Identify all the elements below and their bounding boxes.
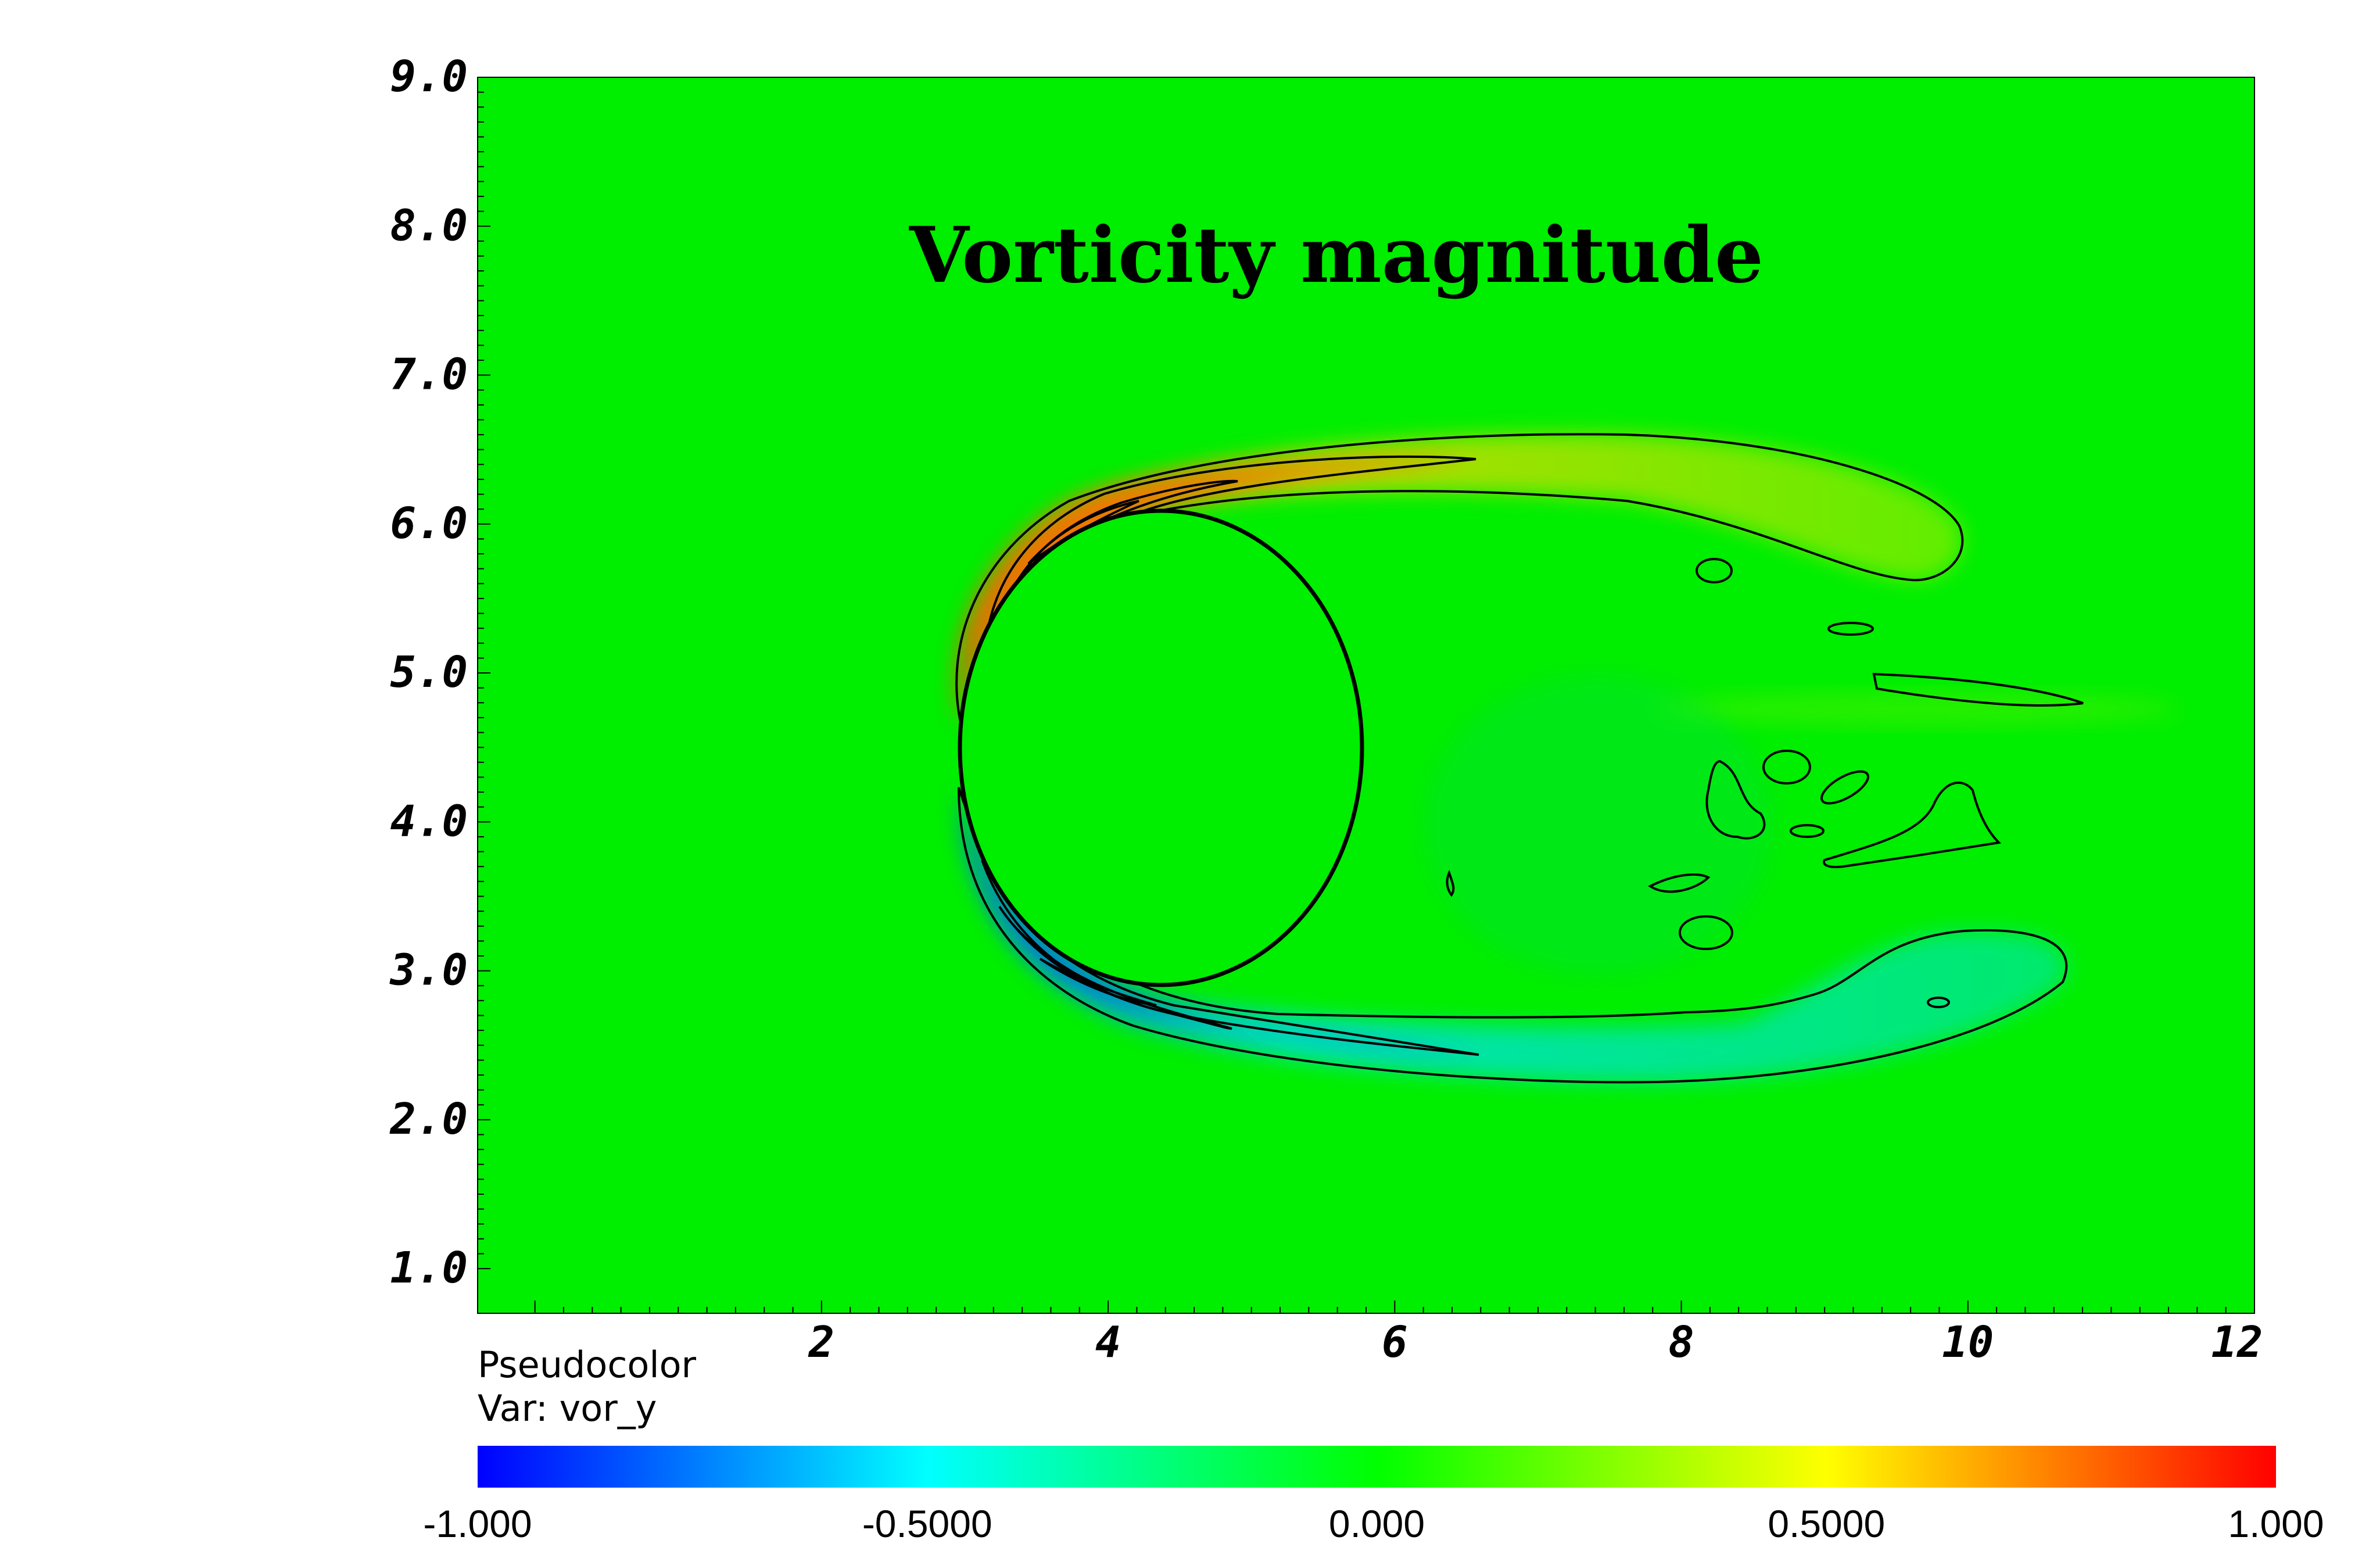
wake-region-low: [1424, 674, 1772, 976]
x-axis-tick-labels: 2 4 6 8 10 12: [808, 1317, 2263, 1367]
colorbar-label: 0.5000: [1768, 1502, 1885, 1541]
y-tick-label: 8.0: [390, 200, 468, 250]
y-tick-label: 5.0: [390, 647, 468, 697]
plot-title: Vorticity magnitude: [909, 210, 1764, 300]
y-tick-label: 2.0: [389, 1094, 468, 1144]
lower-outer-contour: [958, 787, 2068, 1084]
y-tick-label: 3.0: [389, 945, 468, 995]
lower-shear-layer-fill: [959, 787, 2067, 1082]
cylinder-outline: [958, 508, 1364, 987]
y-tick-label: 1.0: [390, 1243, 468, 1293]
axis-minor-ticks: [478, 77, 2255, 1313]
y-axis-tick-labels: 1.0 2.0 3.0 4.0 5.0 6.0 7.0 8.0 9.0: [389, 52, 468, 1293]
y-tick-label: 7.0: [390, 350, 468, 400]
wake-eddy: [1446, 869, 1455, 897]
wake-streak-contour: [1872, 672, 2084, 707]
y-tick-label: 4.0: [390, 796, 468, 846]
wake-eddy: [1679, 915, 1733, 950]
x-tick-label: 2: [808, 1317, 835, 1367]
x-tick-label: 8: [1668, 1317, 1694, 1367]
wake-eddy: [1648, 873, 1711, 893]
contour-lines: [955, 433, 2084, 1084]
wake-eddy: [1705, 760, 1766, 840]
wake-eddy: [1696, 558, 1733, 583]
wake-eddy: [1762, 750, 1811, 784]
vorticity-field: [956, 434, 2179, 1082]
wake-eddy: [1790, 824, 1825, 838]
x-tick-label: 12: [2211, 1317, 2263, 1367]
wake-eddy: [1827, 622, 1874, 636]
colorbar: [478, 1446, 2276, 1488]
x-tick-label: 10: [1942, 1317, 1994, 1367]
wake-eddy: [1823, 781, 2002, 868]
wake-eddy: [1927, 997, 1950, 1008]
x-tick-label: 6: [1382, 1317, 1408, 1367]
wake-streak: [1656, 692, 2179, 726]
upper-core-fill: [970, 458, 1470, 657]
colorbar-labels: -1.000 -0.5000 0.000 0.5000 1.000: [423, 1502, 2324, 1544]
colorbar-label: -0.5000: [862, 1502, 992, 1541]
x-tick-label: 4: [1095, 1317, 1121, 1367]
lower-core-contour: [1039, 958, 1157, 1006]
y-tick-label: 6.0: [390, 499, 468, 549]
colorbar-label: -1.000: [423, 1502, 532, 1541]
wake-eddy: [1820, 770, 1869, 805]
colorbar-label: 1.000: [2228, 1502, 2324, 1541]
upper-outer-contour: [955, 433, 1964, 726]
upper-shear-layer-fill: [956, 434, 1963, 725]
colorbar-label: 0.000: [1329, 1502, 1425, 1541]
legend-variable: Var: vor_y: [478, 1387, 657, 1430]
y-tick-label: 9.0: [390, 52, 468, 102]
legend-plot-type: Pseudocolor: [478, 1344, 697, 1386]
